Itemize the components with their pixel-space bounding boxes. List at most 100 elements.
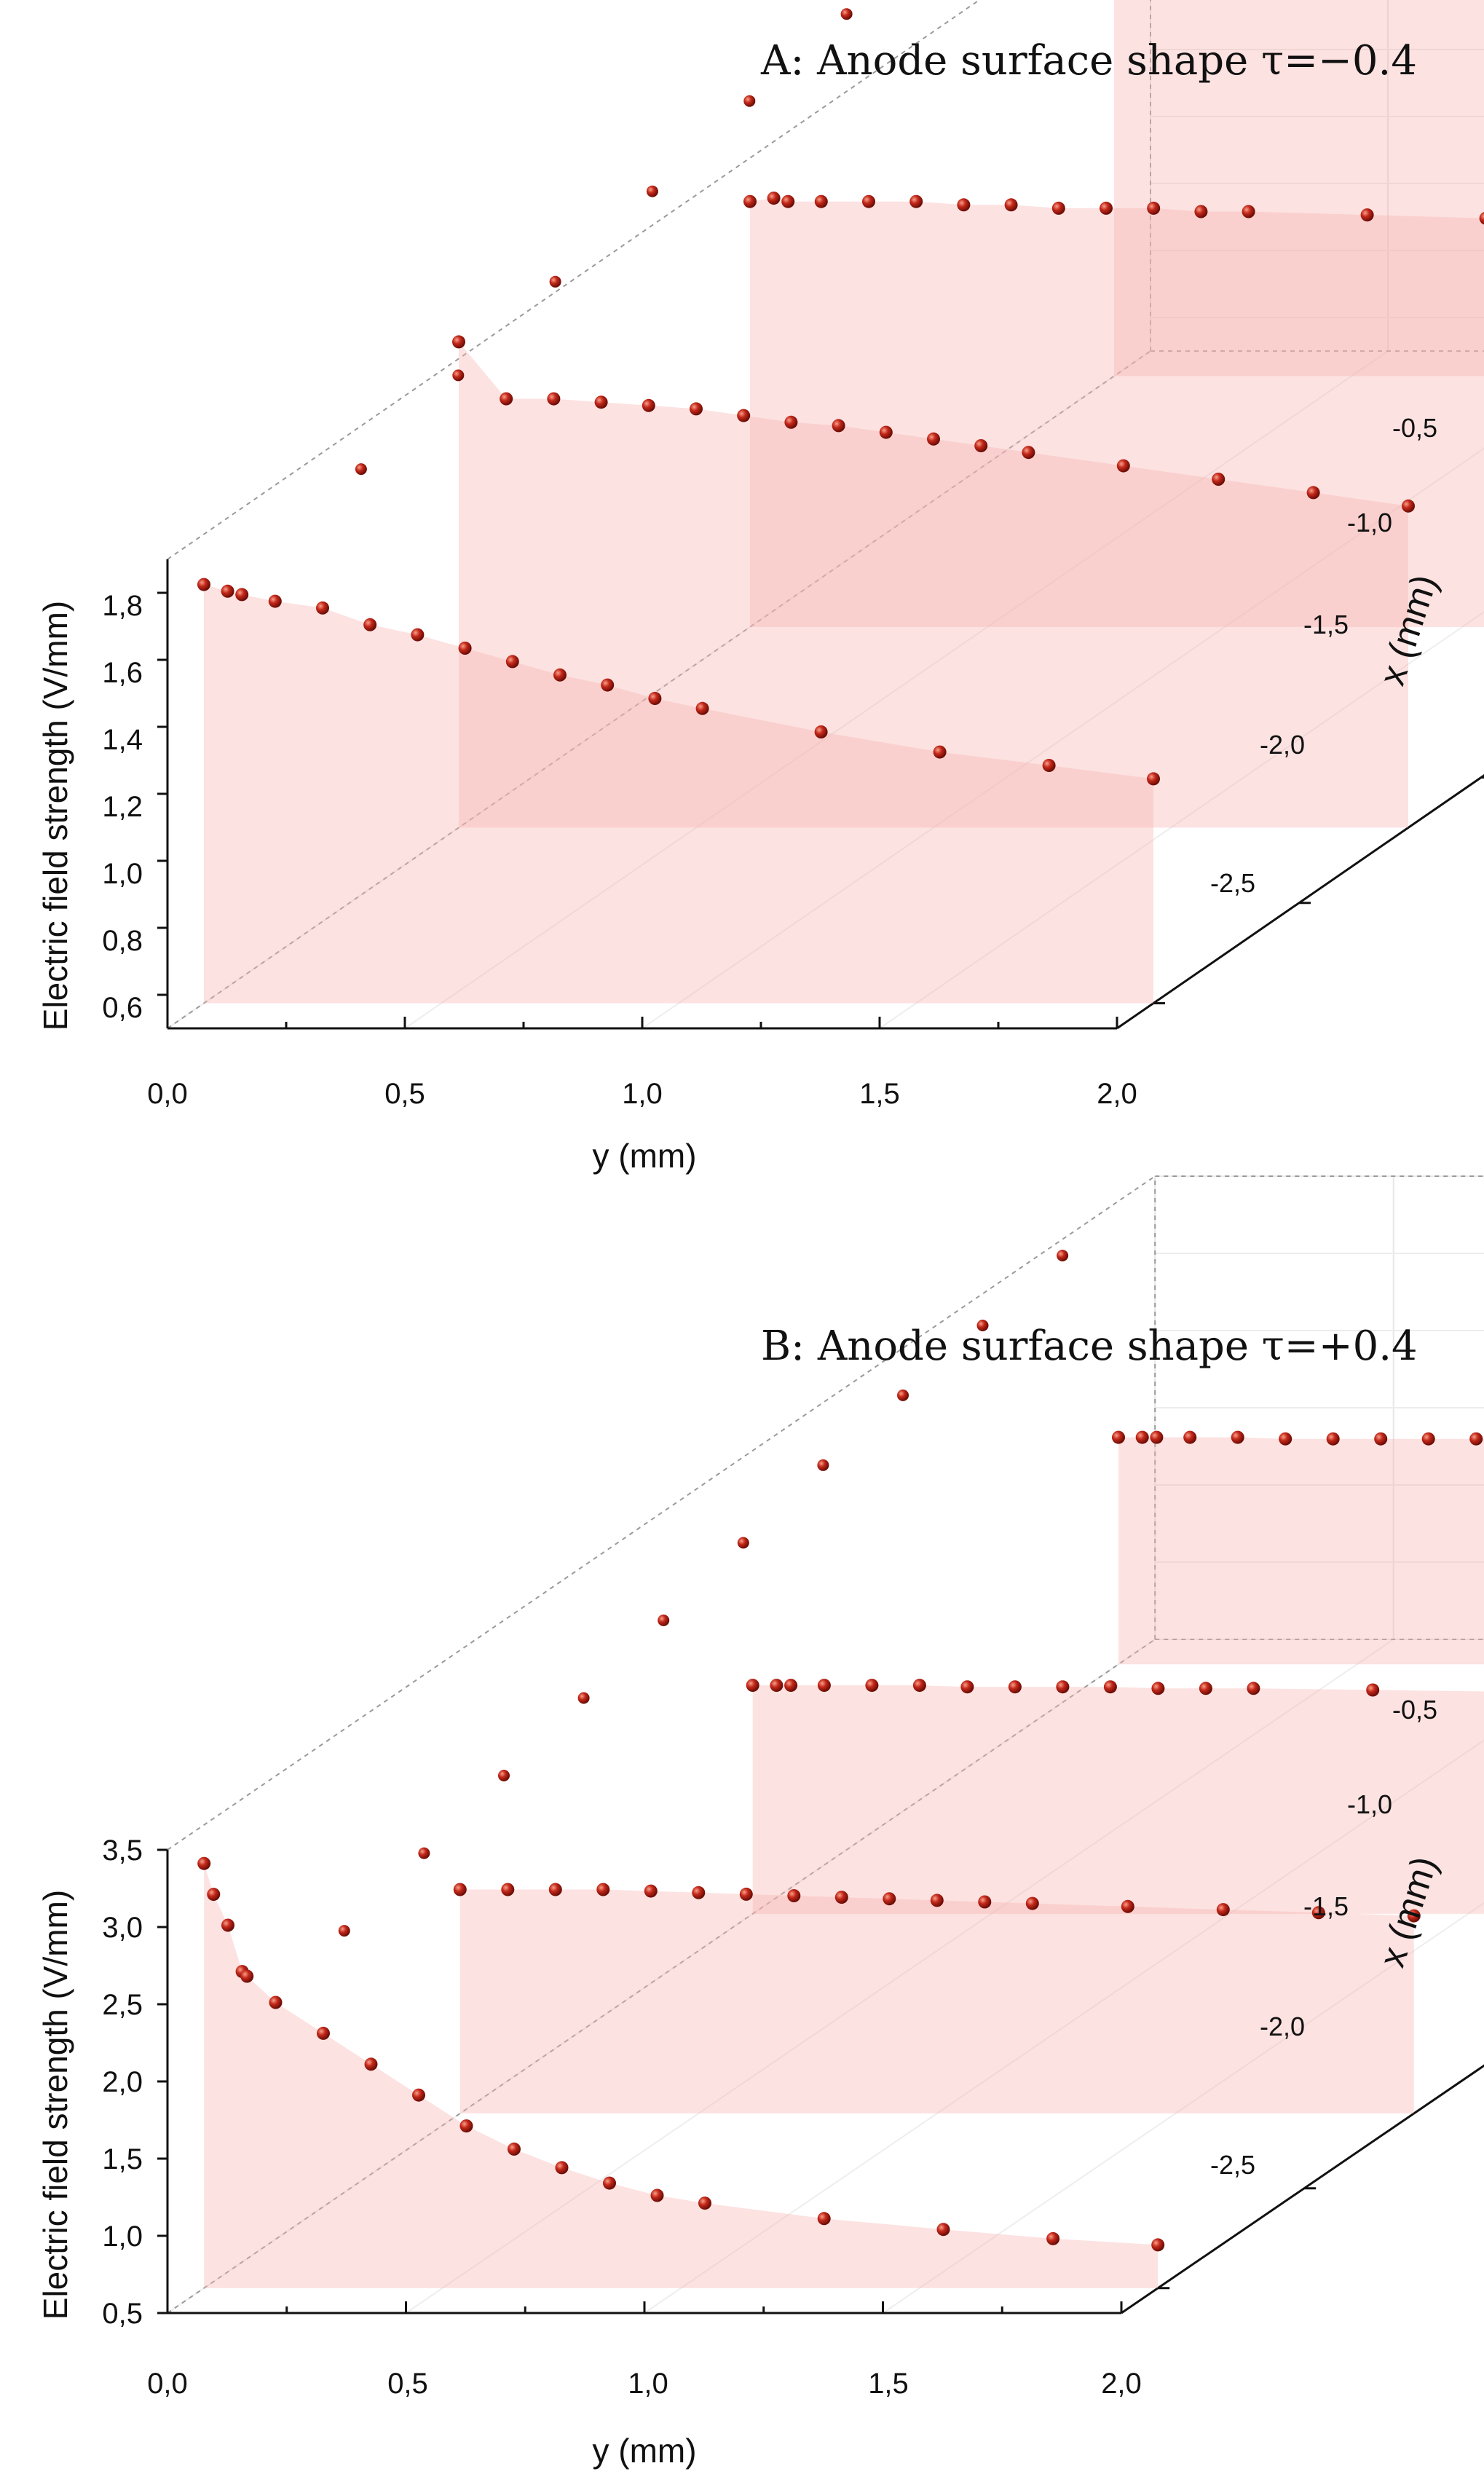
data-point: [960, 1680, 974, 1694]
panel-b-data-points: [197, 1250, 1483, 2252]
x-tick-label: -0,5: [1392, 1695, 1437, 1725]
z-tick-label: 1,5: [102, 2143, 143, 2175]
data-point: [814, 725, 828, 738]
data-point: [235, 588, 249, 602]
data-point: [1121, 1899, 1134, 1913]
floor-gridline: [404, 350, 1389, 1029]
data-point: [1150, 1430, 1164, 1444]
data-point: [364, 2057, 378, 2071]
z-tick-label: 0,8: [102, 925, 143, 957]
data-point: [781, 194, 795, 208]
z-tick-label: 2,0: [102, 2066, 143, 2098]
data-point: [865, 1679, 879, 1693]
data-point: [834, 1891, 848, 1904]
data-point: [1025, 1896, 1039, 1910]
data-point: [1326, 1432, 1340, 1446]
data-point: [508, 2142, 521, 2156]
z-tick-label: 2,5: [102, 1989, 143, 2021]
data-point: [1402, 499, 1415, 513]
y-tick-label: 0,5: [387, 2368, 428, 2400]
data-point: [1008, 1680, 1022, 1694]
data-point: [505, 655, 519, 669]
data-point: [1279, 1432, 1292, 1446]
panel-b-series-fills: [204, 1437, 1484, 2288]
x-tick-label: -1,5: [1303, 610, 1349, 639]
data-point: [787, 1889, 801, 1902]
series-fill: [459, 342, 1408, 828]
data-point: [197, 1856, 211, 1870]
series-fill: [1114, 0, 1484, 377]
x-axis-line: [1116, 773, 1484, 1030]
data-point: [832, 419, 845, 433]
data-point: [743, 194, 757, 208]
x-tick-label: -2,0: [1260, 2012, 1305, 2041]
data-point: [1421, 1432, 1435, 1446]
data-point: [498, 1770, 510, 1781]
data-point: [1183, 1430, 1197, 1444]
z-tick-label: 1,0: [102, 858, 143, 890]
data-point: [1374, 1432, 1388, 1446]
panel-a-x-tick-labels: -0,5 -1,0 -1,5 -2,0 -2,5: [1210, 413, 1437, 898]
data-point: [770, 1679, 784, 1693]
data-point: [355, 463, 367, 476]
data-point: [553, 668, 567, 682]
data-point: [767, 192, 781, 205]
data-point: [1216, 1903, 1230, 1917]
data-point: [1056, 1680, 1070, 1694]
data-point: [1212, 473, 1226, 486]
frame-edge: [167, 0, 981, 560]
data-point: [316, 601, 329, 615]
z-tick-label: 3,5: [102, 1835, 143, 1867]
data-point: [1242, 205, 1255, 218]
data-point: [1231, 1430, 1244, 1444]
z-tick-label: 1,8: [102, 590, 143, 622]
data-point: [1479, 212, 1484, 225]
data-point: [549, 275, 561, 288]
z-tick-label: 0,6: [102, 992, 143, 1024]
data-point: [1051, 201, 1065, 215]
data-point: [690, 402, 703, 416]
data-point: [363, 618, 377, 631]
data-point: [1100, 201, 1113, 215]
panel-b-y-tick-labels: 0,0 0,5 1,0 1,5 2,0: [147, 2368, 1142, 2400]
data-point: [897, 1389, 909, 1401]
x-tick-label: -1,5: [1303, 1891, 1349, 1921]
y-tick-label: 1,5: [859, 1078, 900, 1110]
z-tick-label: 3,0: [102, 1912, 143, 1944]
data-point: [746, 1679, 759, 1693]
series-fill: [204, 1863, 1159, 2288]
z-tick-label: 0,5: [102, 2298, 143, 2330]
data-point: [317, 2026, 330, 2040]
data-point: [221, 1918, 234, 1932]
data-point: [692, 1886, 706, 1899]
data-point: [221, 584, 234, 598]
panel-b-y-axis-label: Electric field strength (V/mm): [36, 1890, 74, 2320]
panel-a: A: Anode surface shape τ=−0.4 0,6 0,8 1,…: [36, 0, 1484, 1175]
data-point: [453, 1883, 467, 1896]
panel-a-series-fills: [204, 0, 1484, 1004]
data-point: [927, 432, 940, 446]
data-point: [418, 1847, 430, 1859]
x-tick-label: -2,5: [1210, 2150, 1255, 2180]
y-tick-label: 1,0: [622, 1078, 663, 1110]
frame-edge: [167, 1639, 1156, 2314]
data-point: [1151, 2238, 1165, 2252]
data-point: [862, 194, 875, 208]
data-point: [936, 2223, 950, 2237]
data-point: [1247, 1682, 1260, 1695]
panel-b-x-tick-labels: -0,5 -1,0 -1,5 -2,0 -2,5: [1210, 1695, 1437, 2180]
data-point: [957, 198, 971, 212]
data-point: [1147, 201, 1161, 215]
data-point: [268, 594, 282, 608]
data-point: [658, 1614, 670, 1626]
data-point: [912, 1679, 926, 1693]
panel-a-y-tick-labels: 0,0 0,5 1,0 1,5 2,0: [147, 1078, 1137, 1110]
data-point: [840, 8, 853, 20]
data-point: [814, 194, 828, 208]
data-point: [547, 392, 561, 406]
data-point: [976, 1320, 989, 1331]
x-tick-label: -2,5: [1210, 868, 1255, 898]
data-point: [555, 2161, 569, 2175]
frame-edge: [167, 350, 1151, 1029]
